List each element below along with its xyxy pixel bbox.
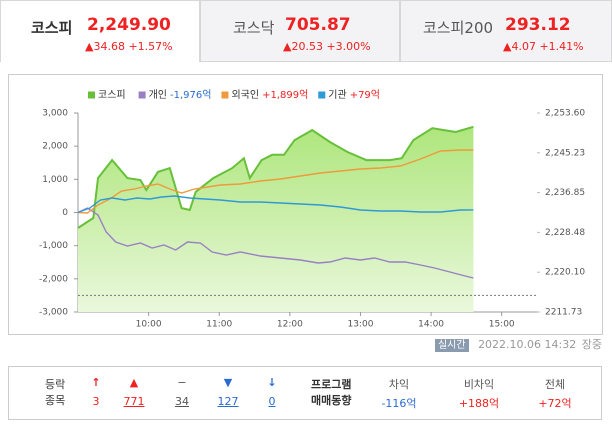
y-tick-label: -1,000 (39, 241, 68, 251)
line (77, 125, 474, 229)
column-value: +72억 (538, 397, 572, 410)
label: 종목 (45, 394, 66, 407)
line (77, 207, 474, 279)
status: 실시간 2022.10.06 14:32 장중 (434, 336, 602, 352)
line (77, 149, 474, 214)
y2-tick-label: 2,228.48 (545, 228, 585, 238)
label: 등락 (45, 378, 66, 391)
column-value: +188억 (458, 397, 500, 410)
rate: +3.00% (326, 40, 371, 53)
change: 4.07 (511, 40, 536, 53)
tab-name: 코스닥 (233, 19, 275, 37)
y-tick-label: -3,000 (39, 308, 68, 318)
badge: 실시간 (434, 339, 469, 352)
rate: +1.57% (128, 40, 173, 53)
legend-value: -1,976억 (170, 89, 211, 101)
column-name: 차익 (388, 378, 410, 391)
tab-value: 705.87 (285, 15, 351, 35)
icon: ▲ (129, 376, 139, 389)
legend-swatch (221, 91, 229, 99)
legend-swatch (88, 91, 95, 99)
tab[interactable]: 코스닥 705.87 ▲20.53 +3.00% (200, 0, 400, 62)
time: 2022.10.06 14:32 (478, 338, 577, 351)
legend-swatch (138, 91, 146, 99)
count[interactable]: 3 (92, 395, 100, 408)
icon: − (177, 376, 187, 389)
count[interactable]: 0 (268, 395, 276, 408)
legend-swatch (318, 91, 326, 99)
tab-value: 293.12 (505, 15, 571, 35)
tab-value: 2,249.90 (87, 15, 171, 35)
x-tick-label: 14:00 (418, 320, 444, 330)
column-name: 비차익 (463, 378, 495, 391)
tab-change: ▲4.07 +1.41% (503, 40, 584, 53)
legend-value: +1,899억 (262, 89, 308, 101)
legend-label: 외국인 (231, 89, 259, 101)
tab-name: 코스피200 (423, 19, 494, 37)
y-tick-label: 1,000 (42, 175, 68, 185)
legend-value: +79억 (350, 89, 380, 101)
y2-tick-label: 2,236.85 (545, 188, 585, 198)
x-tick-label: 10:00 (136, 320, 162, 330)
area (78, 126, 474, 312)
tab[interactable]: 코스피200 293.12 ▲4.07 +1.41% (400, 0, 612, 62)
x-tick-label: 12:00 (277, 320, 303, 330)
session: 장중 (581, 338, 602, 351)
count[interactable]: 127 (217, 395, 239, 408)
tab[interactable]: 코스피 2,249.90 ▲34.68 +1.57% (0, 0, 200, 62)
legend-label: 기관 (328, 89, 346, 101)
count[interactable]: 34 (175, 395, 189, 408)
x-tick-label: 15:00 (489, 320, 515, 330)
change: 34.68 (93, 40, 125, 53)
y2-tick-label: 2211.73 (545, 308, 582, 318)
legend-label: 코스피 (98, 89, 126, 101)
icon: ↓ (267, 376, 277, 389)
legend-label: 개인 (149, 89, 167, 101)
chart: 3,000 2,000 1,000 0 -1,000 -2,000 -3,000 2,253.… (8, 74, 603, 335)
rate: +1.41% (539, 40, 584, 53)
y2-tick-label: 2,253.60 (545, 109, 585, 119)
tab-change: ▲34.68 +1.57% (85, 40, 173, 53)
y-tick-label: 3,000 (42, 109, 68, 119)
tab-name: 코스피 (31, 19, 73, 37)
y-tick-label: 2,000 (42, 142, 68, 152)
change: 20.53 (291, 40, 323, 53)
label: 프로그램 (311, 378, 352, 391)
y-tick-label: -2,000 (39, 274, 68, 284)
icon: ▼ (223, 376, 233, 389)
y-tick-label: 0 (62, 208, 68, 218)
icon: ↑ (91, 376, 101, 389)
line (77, 195, 474, 214)
y2-tick-label: 2,220.10 (545, 268, 585, 278)
tab-change: ▲20.53 +3.00% (283, 40, 371, 53)
label: 매매동향 (311, 394, 352, 407)
count[interactable]: 771 (123, 395, 145, 408)
column-name: 전체 (544, 378, 566, 391)
column-value: -116억 (381, 397, 417, 410)
y2-tick-label: 2,245.23 (545, 148, 585, 158)
x-tick-label: 13:00 (347, 320, 373, 330)
x-tick-label: 11:00 (206, 320, 232, 330)
